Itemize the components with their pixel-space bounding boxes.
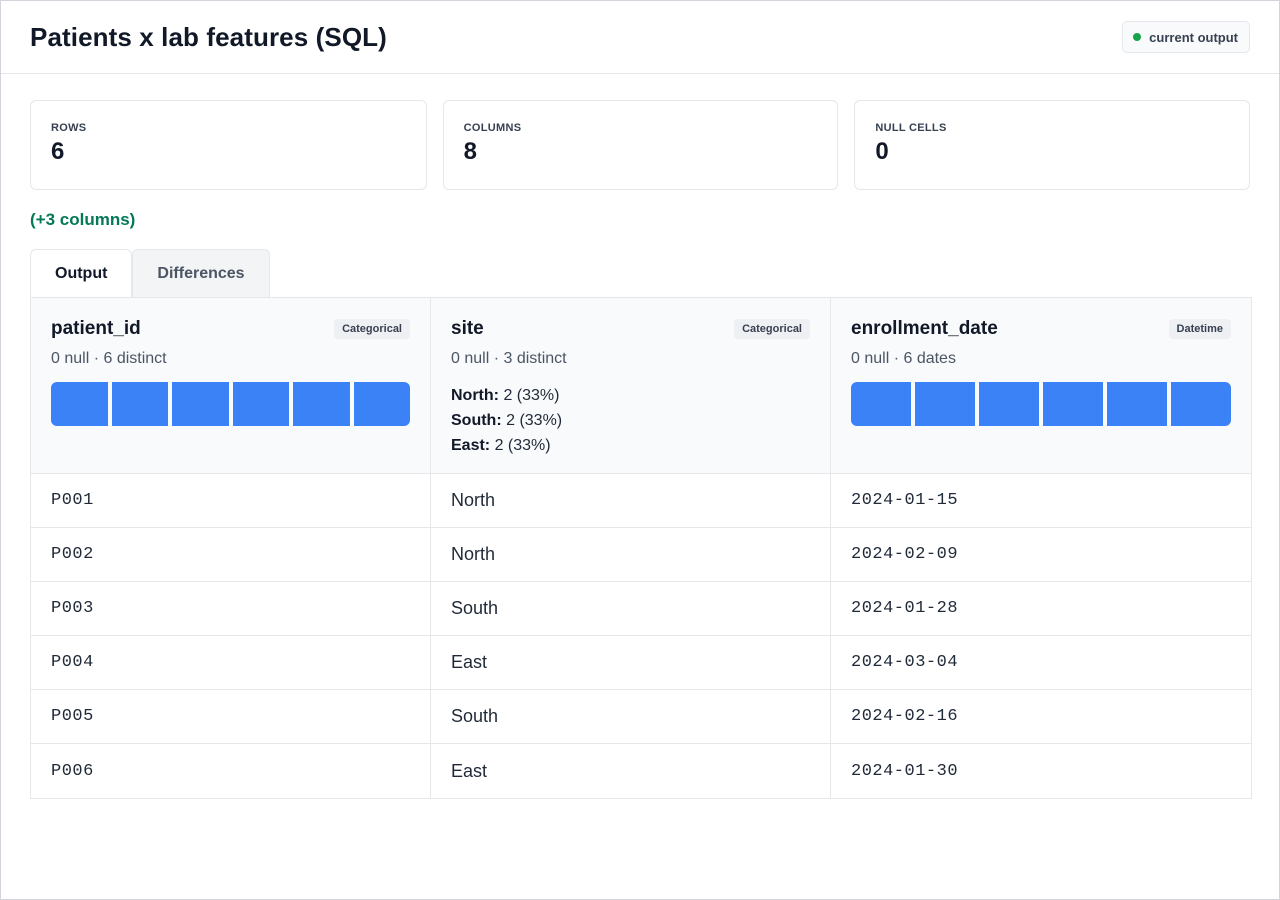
column-type-badge: Categorical — [334, 319, 410, 339]
distribution-bar — [915, 382, 975, 426]
column-name: site — [451, 318, 484, 339]
cell-patient-id: P004 — [31, 636, 431, 689]
cell-site: East — [431, 744, 831, 798]
column-header-enrollment-date[interactable]: enrollment_date Datetime 0 null · 6 date… — [831, 298, 1251, 473]
page-title: Patients x lab features (SQL) — [30, 21, 387, 52]
distribution-bar — [232, 382, 289, 426]
distribution-row: North: 2 (33%) — [451, 383, 810, 408]
cell-site: North — [431, 528, 831, 581]
cell-site: South — [431, 582, 831, 635]
column-name: enrollment_date — [851, 318, 998, 339]
distribution-label: North: — [451, 387, 499, 404]
cell-patient-id: P003 — [31, 582, 431, 635]
status-dot-icon — [1133, 33, 1142, 41]
stat-value: 6 — [51, 138, 65, 165]
table-body: P001 North 2024-01-15 P002 North 2024-02… — [31, 474, 1251, 798]
distribution-bar — [1107, 382, 1167, 426]
cell-patient-id: P005 — [31, 690, 431, 743]
distribution-bar — [1043, 382, 1103, 426]
table-header: patient_id Categorical 0 null · 6 distin… — [31, 298, 1251, 474]
distribution-bar — [353, 382, 410, 426]
stat-value: 8 — [463, 138, 478, 165]
table-row: P005 South 2024-02-16 — [31, 690, 1251, 744]
page-header: Patients x lab features (SQL) current ou… — [1, 1, 1279, 74]
column-delta-note: (+3 columns) — [30, 210, 136, 229]
stat-value: 0 — [875, 138, 889, 165]
status-badge-label: current output — [1149, 29, 1238, 45]
tab-bar: Output Differences — [30, 249, 1250, 297]
column-type-badge: Categorical — [734, 319, 810, 339]
stat-label: NULL CELLS — [875, 122, 947, 134]
value-distribution: North: 2 (33%) South: 2 (33%) East: 2 (3… — [451, 383, 810, 458]
column-name: patient_id — [51, 318, 141, 339]
table-row: P002 North 2024-02-09 — [31, 528, 1251, 582]
column-summary: 0 null · 6 dates — [851, 350, 956, 367]
distribution-bars — [851, 382, 1231, 426]
status-badge: current output — [1122, 21, 1250, 53]
distribution-row: East: 2 (33%) — [451, 433, 810, 458]
distribution-bar — [1171, 382, 1231, 426]
stat-label: COLUMNS — [463, 122, 522, 134]
stat-card-rows: ROWS 6 — [30, 100, 427, 190]
cell-enrollment-date: 2024-01-15 — [851, 491, 959, 510]
distribution-bar — [293, 382, 350, 426]
distribution-row: South: 2 (33%) — [451, 408, 810, 433]
cell-enrollment-date: 2024-01-30 — [851, 761, 959, 781]
stat-label: ROWS — [51, 122, 87, 134]
cell-site: East — [431, 636, 831, 689]
stat-card-columns: COLUMNS 8 — [442, 100, 839, 190]
distribution-label: East: — [451, 437, 491, 454]
distribution-bar — [111, 382, 168, 426]
table-row: P003 South 2024-01-28 — [31, 582, 1251, 636]
cell-enrollment-date: 2024-02-16 — [851, 707, 959, 726]
column-summary: 0 null · 6 distinct — [51, 350, 167, 367]
distribution-bar — [979, 382, 1039, 426]
column-header-patient-id[interactable]: patient_id Categorical 0 null · 6 distin… — [31, 298, 431, 473]
cell-site: North — [431, 474, 831, 527]
stat-card-null-cells: NULL CELLS 0 — [854, 100, 1251, 190]
distribution-value: 2 (33%) — [506, 412, 563, 429]
data-table: patient_id Categorical 0 null · 6 distin… — [30, 297, 1252, 799]
cell-patient-id: P006 — [31, 744, 431, 798]
tab-output[interactable]: Output — [30, 249, 133, 297]
table-row: P004 East 2024-03-04 — [31, 636, 1251, 690]
distribution-bars — [51, 382, 410, 426]
distribution-bar — [851, 382, 911, 426]
cell-patient-id: P001 — [31, 474, 431, 527]
column-header-site[interactable]: site Categorical 0 null · 3 distinct Nor… — [431, 298, 831, 473]
cell-patient-id: P002 — [31, 528, 431, 581]
cell-site: South — [431, 690, 831, 743]
table-row: P006 East 2024-01-30 — [31, 744, 1251, 798]
distribution-value: 2 (33%) — [503, 387, 560, 404]
distribution-value: 2 (33%) — [494, 437, 551, 454]
main-content: ROWS 6 COLUMNS 8 NULL CELLS 0 (+3 column… — [1, 74, 1279, 799]
table-row: P001 North 2024-01-15 — [31, 474, 1251, 528]
stats-row: ROWS 6 COLUMNS 8 NULL CELLS 0 — [30, 100, 1251, 190]
cell-enrollment-date: 2024-03-04 — [851, 653, 959, 672]
distribution-bar — [172, 382, 229, 426]
distribution-bar — [51, 382, 108, 426]
cell-enrollment-date: 2024-01-28 — [851, 599, 959, 618]
column-summary: 0 null · 3 distinct — [451, 350, 567, 367]
cell-enrollment-date: 2024-02-09 — [851, 545, 959, 564]
column-type-badge: Datetime — [1168, 319, 1231, 339]
tab-differences[interactable]: Differences — [132, 249, 270, 297]
distribution-label: South: — [451, 412, 502, 429]
